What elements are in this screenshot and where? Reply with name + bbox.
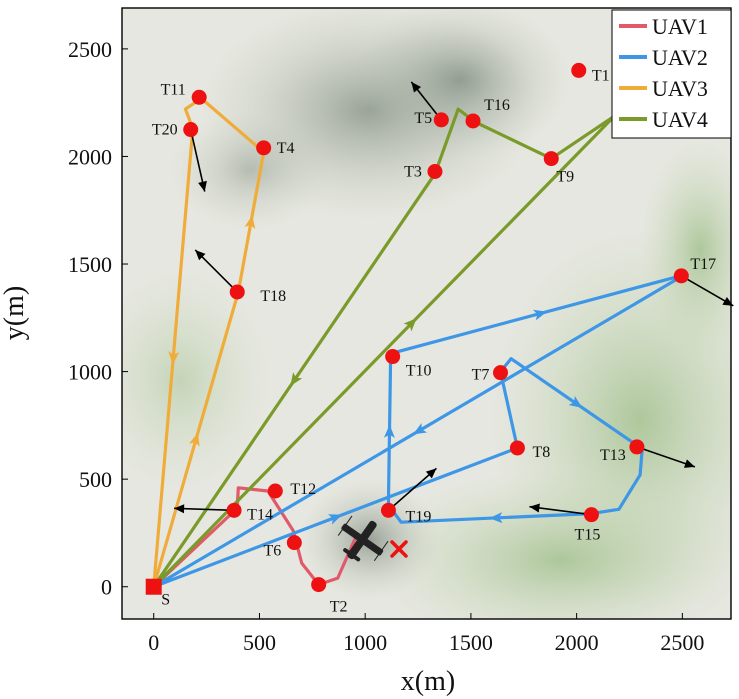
legend-label-uav2: UAV2 [652,45,708,70]
target-marker [465,113,481,129]
direction-arrow [290,372,303,386]
target-marker [493,365,509,381]
target-label: T14 [247,506,273,523]
cross-icon [390,540,408,558]
direction-arrow [413,423,428,435]
target-marker [191,89,207,105]
heading-arrowhead [411,81,422,93]
target-marker [543,151,559,167]
target-label: T20 [152,122,178,139]
plot-frame [121,7,732,620]
target-label: T1 [592,67,610,84]
target-label: T17 [690,256,716,273]
heading-arrow [636,446,696,468]
target-marker [673,268,689,284]
target-marker [286,535,302,551]
target-marker [427,164,443,180]
x-tick-label: 2500 [660,630,704,655]
legend-label-uav1: UAV1 [652,14,708,39]
target-marker [183,122,199,138]
target-label: T5 [414,110,432,127]
target-marker [229,284,245,300]
target-label: T13 [600,447,626,464]
direction-arrow [489,512,503,524]
heading-arrowhead [174,504,185,514]
targets: T1 T2 T3 T4 T5 T6 T7 T8 T9 T10 T11 T12 T13 T14 T15 T16 T… [145,62,734,616]
target-marker [583,507,599,523]
target-marker [256,140,272,156]
heading-arrowhead [529,503,540,513]
target-marker [385,349,401,365]
heading-arrow [680,275,734,307]
target-label: T15 [575,527,601,544]
direction-arrow [189,432,200,447]
target-label: T4 [277,140,295,157]
heading-arrow [387,467,437,511]
target-label: T8 [533,444,551,461]
y-tick-label: 1500 [68,252,112,277]
y-axis-label: y(m) [0,286,30,340]
direction-arrow [403,318,417,332]
heading-arrowhead [683,459,695,468]
target-label: T16 [484,97,510,114]
direction-arrow [168,351,180,365]
legend: UAV1 UAV2 UAV3 UAV4 [611,9,732,139]
legend-box [611,9,732,139]
x-tick-label: 0 [148,630,159,655]
heading-arrowhead [195,250,206,261]
target-marker [380,502,396,518]
target-marker [311,577,327,593]
target-label: T18 [260,288,286,305]
target-label: T10 [406,363,432,380]
direction-arrow [328,514,343,525]
direction-arrow [244,215,256,229]
direction-arrow [532,309,547,321]
target-label: T6 [263,543,281,560]
y-tick-label: 1000 [68,360,112,385]
heading-arrowhead [198,180,207,192]
target-marker [226,502,242,518]
start-label: S [161,592,170,609]
x-tick-label: 1000 [343,630,387,655]
x-tick-label: 2000 [555,630,599,655]
direction-arrow [568,395,583,408]
target-label: T7 [472,367,490,384]
legend-label-uav3: UAV3 [652,76,708,101]
target-label: T2 [330,599,348,616]
target-label: T19 [406,508,432,525]
axis-ticks: 0 500 1000 1500 2000 2500 0 500 1000 1500 2000 2500 [68,37,704,655]
heading-arrowhead [425,468,437,479]
target-marker [509,440,525,456]
legend-label-uav4: UAV4 [652,107,708,132]
direction-arrow [383,424,395,438]
target-marker [629,439,645,455]
target-label: T12 [290,481,316,498]
aircraft-icon [337,515,389,562]
heading-arrow [529,505,592,516]
y-tick-label: 2500 [68,37,112,62]
x-tick-label: 500 [243,630,276,655]
x-axis-label: x(m) [401,666,455,697]
heading-arrow [189,129,206,192]
y-tick-label: 500 [79,467,112,492]
x-tick-label: 1500 [449,630,493,655]
target-marker [571,62,587,78]
target-label: T3 [404,164,422,181]
target-label: T9 [556,169,574,186]
target-marker [433,112,449,128]
y-tick-label: 2000 [68,144,112,169]
y-tick-label: 0 [101,575,112,600]
start-marker [145,578,162,595]
target-marker [267,483,283,499]
target-label: T11 [161,81,186,98]
